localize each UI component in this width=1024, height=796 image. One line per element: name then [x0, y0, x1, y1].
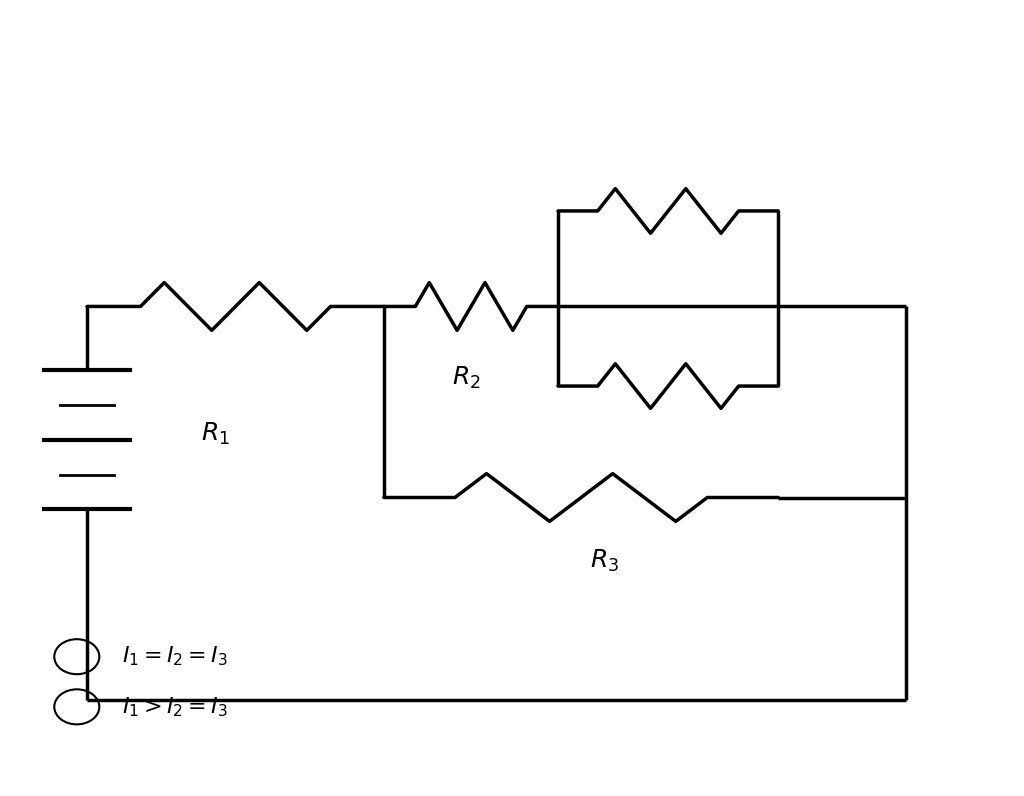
Text: $R_2$: $R_2$ — [452, 365, 480, 391]
Text: $I_1 > I_2 = I_3$: $I_1 > I_2 = I_3$ — [122, 695, 227, 719]
Text: $R_3$: $R_3$ — [590, 548, 618, 574]
Text: $R_1$: $R_1$ — [201, 421, 229, 447]
Text: $I_1 = I_2 = I_3$: $I_1 = I_2 = I_3$ — [122, 645, 227, 669]
